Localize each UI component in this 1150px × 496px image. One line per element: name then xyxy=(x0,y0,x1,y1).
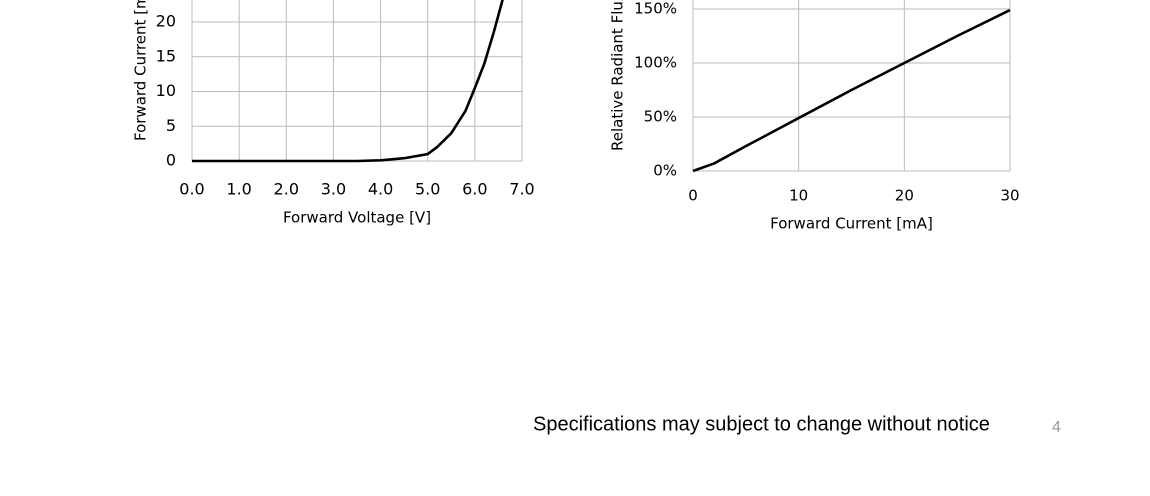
x-tick-label: 0 xyxy=(688,187,698,205)
x-tick-label: 5.0 xyxy=(415,180,440,199)
x-axis-label: Forward Voltage [V] xyxy=(283,209,431,227)
y-tick-label: 100% xyxy=(634,54,677,72)
y-tick-label: 150% xyxy=(634,0,677,18)
footer: Specifications may subject to change wit… xyxy=(533,413,990,435)
x-axis-label: Forward Current [mA] xyxy=(770,215,933,233)
y-axis-label: Relative Radiant Flux xyxy=(609,0,627,151)
y-tick-label: 5 xyxy=(166,116,176,135)
curve xyxy=(692,8,1011,173)
x-tick-label: 4.0 xyxy=(368,180,393,199)
y-tick-label: 0 xyxy=(166,151,176,170)
y-tick-label: 0% xyxy=(653,162,677,180)
y-tick-label: 20 xyxy=(156,12,176,31)
x-tick-label: 3.0 xyxy=(321,180,346,199)
x-tick-label: 7.0 xyxy=(509,180,534,199)
x-tick-label: 0.0 xyxy=(179,180,204,199)
x-tick-label: 1.0 xyxy=(226,180,251,199)
y-tick-label: 50% xyxy=(644,108,677,126)
x-tick-label: 30 xyxy=(1000,187,1019,205)
y-tick-label: 15 xyxy=(156,46,176,65)
curve xyxy=(192,0,504,163)
x-tick-label: 20 xyxy=(895,187,914,205)
page-number: 4 xyxy=(1052,419,1061,436)
y-tick-label: 10 xyxy=(156,81,176,100)
x-tick-label: 10 xyxy=(789,187,808,205)
x-tick-label: 6.0 xyxy=(462,180,487,199)
x-tick-label: 2.0 xyxy=(274,180,299,199)
y-axis-label: Forward Current [mA] xyxy=(132,0,150,141)
